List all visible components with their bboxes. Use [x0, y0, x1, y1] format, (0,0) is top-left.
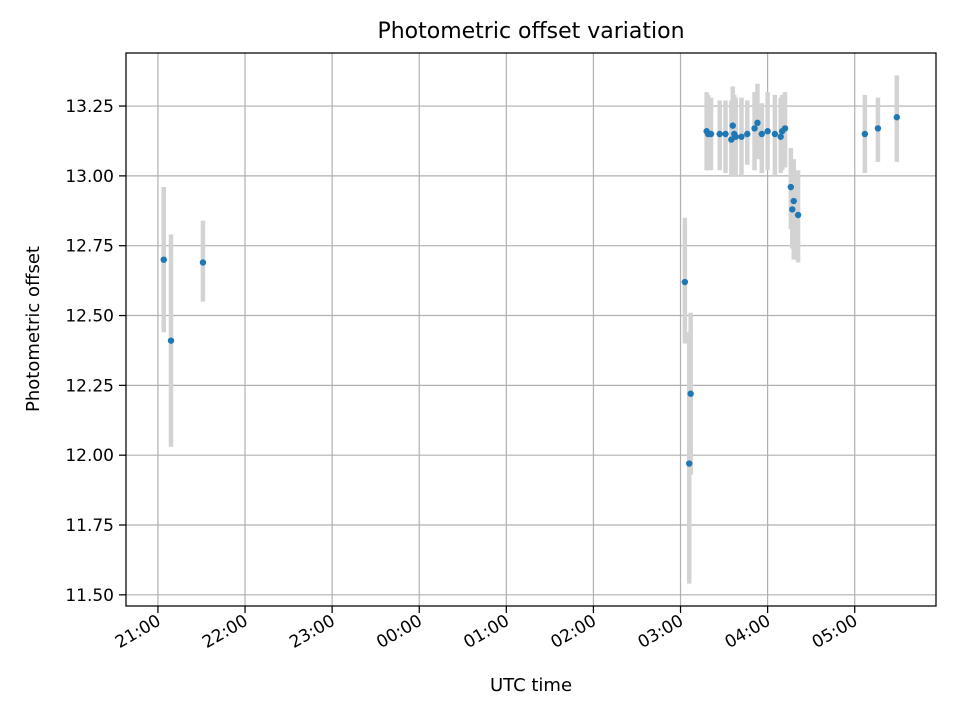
data-point — [893, 114, 901, 121]
y-tick-label: 12.25 — [65, 376, 114, 396]
data-points — [160, 114, 901, 467]
data-point — [722, 130, 729, 138]
grid-lines — [126, 53, 936, 606]
y-axis-label: Photometric offset — [23, 246, 44, 412]
data-point — [794, 211, 802, 219]
data-point — [787, 183, 795, 191]
y-tick-label: 12.00 — [65, 446, 114, 466]
data-point — [686, 460, 693, 467]
data-point — [160, 256, 167, 263]
data-point — [758, 130, 766, 138]
data-point — [199, 259, 207, 266]
data-point — [790, 197, 797, 205]
y-axis: 11.50 11.75 12.00 12.25 12.50 12.75 13.00 13.25 — [65, 97, 126, 606]
data-point — [707, 130, 715, 138]
data-point — [716, 130, 723, 138]
data-point — [781, 125, 789, 132]
y-tick-label: 11.75 — [65, 516, 114, 536]
data-point — [789, 206, 796, 213]
data-point — [687, 390, 694, 397]
data-point — [744, 130, 751, 138]
y-tick-label: 12.75 — [65, 237, 114, 257]
data-point — [754, 119, 761, 127]
data-point — [729, 122, 736, 129]
y-tick-label: 11.50 — [65, 586, 114, 606]
data-point — [732, 133, 739, 140]
y-tick-label: 13.00 — [65, 167, 114, 187]
data-point — [167, 337, 175, 344]
y-tick-label: 13.25 — [65, 97, 114, 117]
x-axis-label: UTC time — [490, 675, 572, 696]
data-point — [681, 278, 689, 286]
plot-frame — [125, 52, 937, 607]
data-point — [861, 130, 869, 138]
data-point — [738, 133, 745, 140]
data-point — [874, 125, 882, 132]
data-point — [777, 133, 784, 140]
y-tick-label: 12.50 — [65, 307, 114, 327]
data-point — [764, 128, 771, 135]
data-point — [751, 125, 758, 132]
data-point — [771, 130, 779, 138]
chart-title: Photometric offset variation — [377, 19, 684, 44]
